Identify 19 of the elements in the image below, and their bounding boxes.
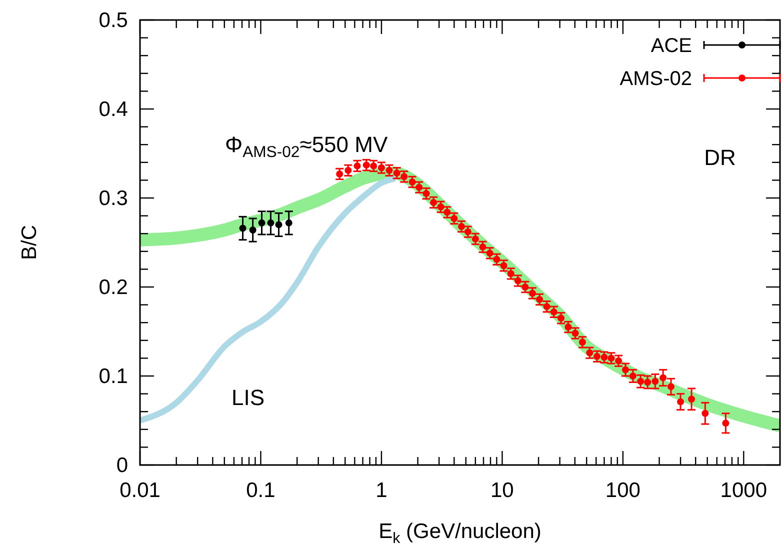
x-tick-label: 1 <box>376 479 388 502</box>
y-tick-label: 0 <box>116 454 128 477</box>
y-tick-label: 0.4 <box>98 98 128 121</box>
y-axis-title: B/C <box>18 224 41 260</box>
x-tick-label: 100 <box>605 479 640 502</box>
x-tick-label: 1000 <box>720 479 768 502</box>
annotation: LIS <box>231 385 265 410</box>
y-tick-label: 0.1 <box>98 365 128 388</box>
x-tick-label: 0.01 <box>120 479 160 502</box>
x-tick-label: 0.1 <box>246 479 276 502</box>
x-tick-label: 10 <box>490 479 514 502</box>
legend-label: ACE <box>650 35 692 57</box>
x-axis-title: E$_{k}$ (GeV/nucleon) <box>378 520 542 547</box>
y-tick-label: 0.3 <box>98 187 128 210</box>
annotation: Φ$_{AMS-02}$≈550 MV <box>225 132 388 161</box>
y-tick-label: 0.5 <box>98 9 128 32</box>
legend-label: AMS-02 <box>620 68 692 90</box>
y-tick-label: 0.2 <box>98 276 128 299</box>
annotation: DR <box>704 145 736 170</box>
